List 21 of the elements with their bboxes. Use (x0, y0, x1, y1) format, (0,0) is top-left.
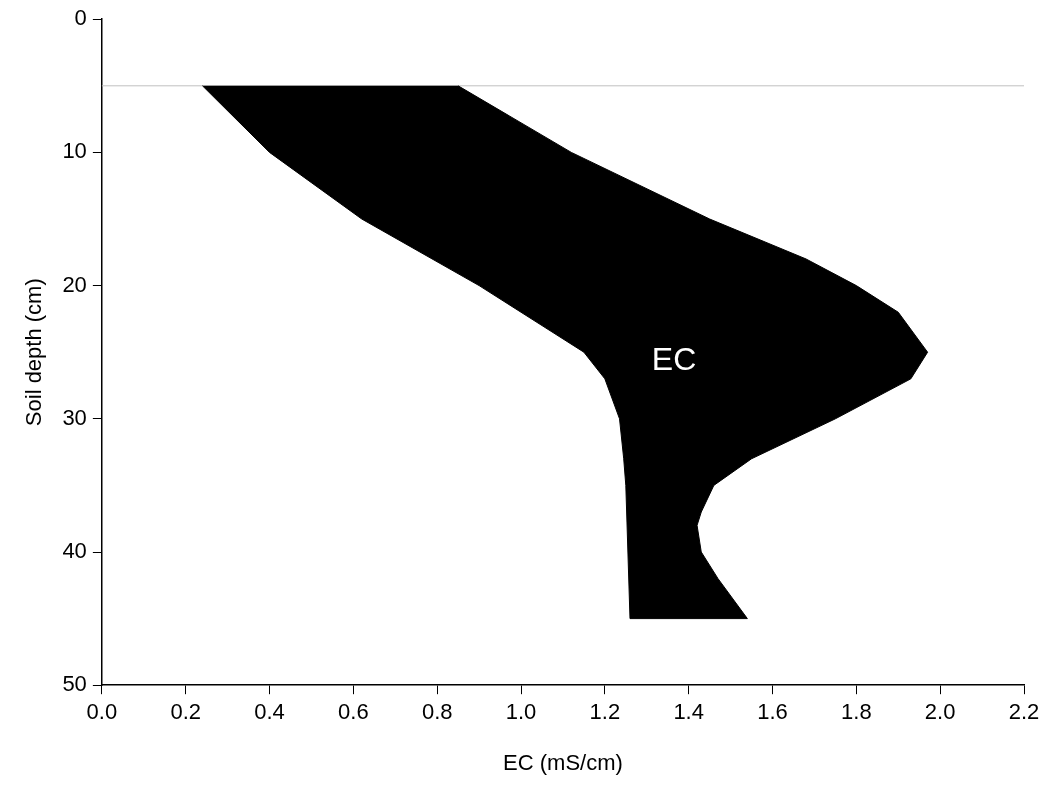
x-tick-label: 2.0 (924, 699, 956, 725)
x-tick-label: 0.2 (170, 699, 201, 725)
x-tick-label: 0.6 (338, 699, 369, 725)
annotation: EC (651, 340, 697, 377)
x-tick-label: 0.8 (421, 699, 453, 725)
x-tick-label: 0.0 (86, 699, 118, 725)
x-tick-label: 1.0 (505, 699, 537, 725)
x-tick-label: 1.8 (841, 699, 872, 725)
y-tick-label: 40 (62, 538, 87, 564)
y-tick-label: 50 (62, 671, 87, 697)
x-axis-title: EC (mS/cm) (503, 749, 623, 775)
y-tick-label: 20 (62, 271, 87, 297)
x-tick-label: 2.2 (1008, 699, 1040, 725)
y-axis-title: Soil depth (cm) (21, 278, 47, 427)
x-tick-label: 1.2 (589, 699, 621, 725)
x-tick-label: 1.6 (757, 699, 788, 725)
y-tick-label: 10 (62, 138, 87, 164)
y-tick-label: 0 (74, 5, 87, 31)
x-tick-label: 0.4 (254, 699, 285, 725)
x-tick-label: 1.4 (673, 699, 704, 725)
y-tick-label: 30 (62, 404, 87, 430)
